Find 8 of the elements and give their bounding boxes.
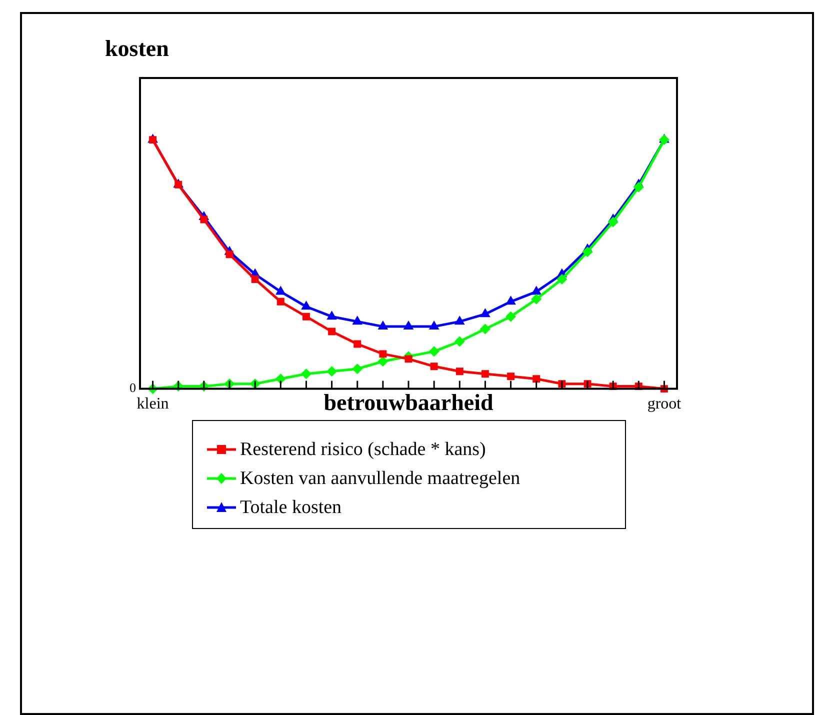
x-tick-label: klein	[136, 396, 169, 413]
legend-label: Resterend risico (schade * kans)	[240, 438, 486, 460]
legend-label: Kosten van aanvullende maatregelen	[240, 468, 520, 490]
x-tick-label: groot	[647, 396, 682, 413]
y-axis-title: kosten	[105, 36, 169, 62]
text: 0	[130, 380, 136, 396]
x-axis-title: betrouwbaarheid	[324, 390, 494, 416]
legend-label: Totale kosten	[240, 496, 342, 518]
